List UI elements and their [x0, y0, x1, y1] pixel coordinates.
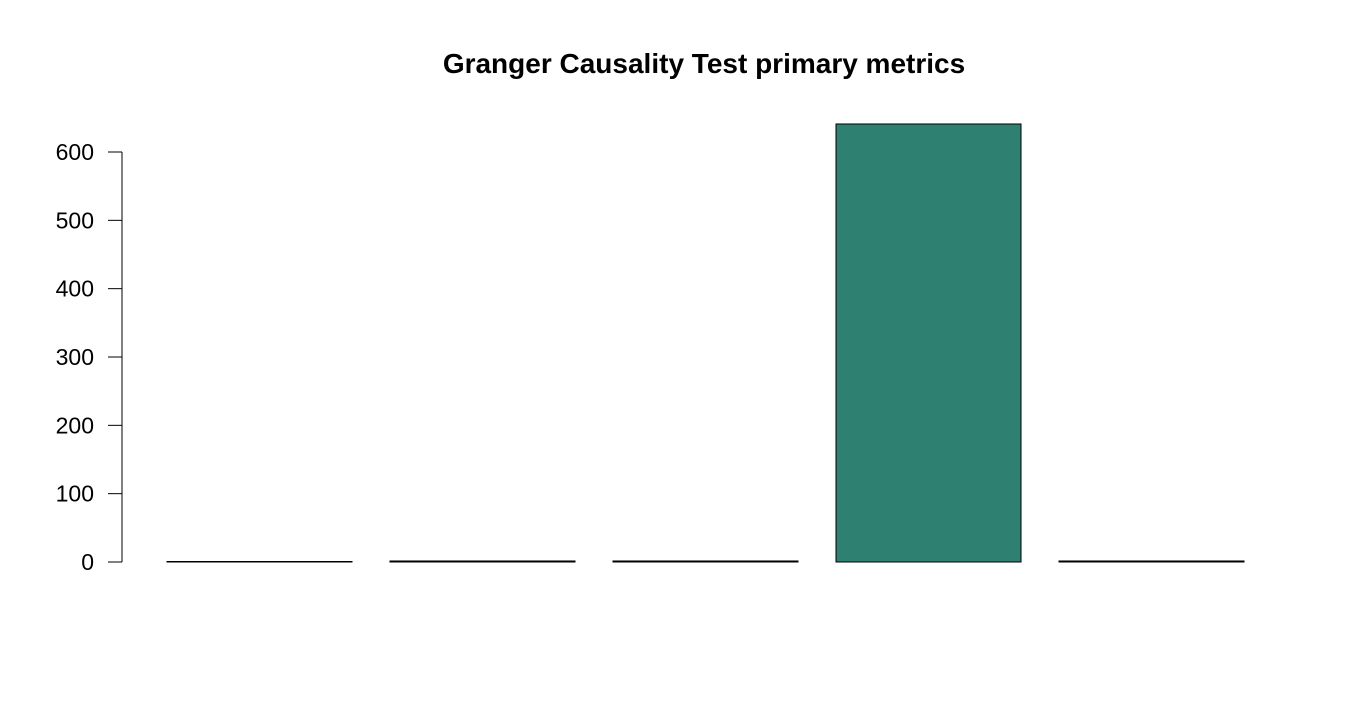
y-tick-label: 200 — [56, 412, 94, 438]
y-axis: 0 100 200 300 400 500 600 — [56, 139, 123, 575]
bars-group — [166, 123, 1245, 563]
y-tick-label: 600 — [56, 139, 94, 165]
y-tick-label: 500 — [56, 207, 94, 233]
bar — [389, 560, 576, 563]
y-tick-label: 300 — [56, 344, 94, 370]
bar — [166, 561, 353, 563]
bar — [835, 123, 1022, 563]
y-tick-label: 400 — [56, 276, 94, 302]
y-tick-label: 100 — [56, 481, 94, 507]
bar — [1058, 560, 1245, 563]
y-tick-label: 0 — [81, 549, 94, 575]
chart-title: Granger Causality Test primary metrics — [443, 48, 965, 79]
bar — [612, 560, 799, 563]
